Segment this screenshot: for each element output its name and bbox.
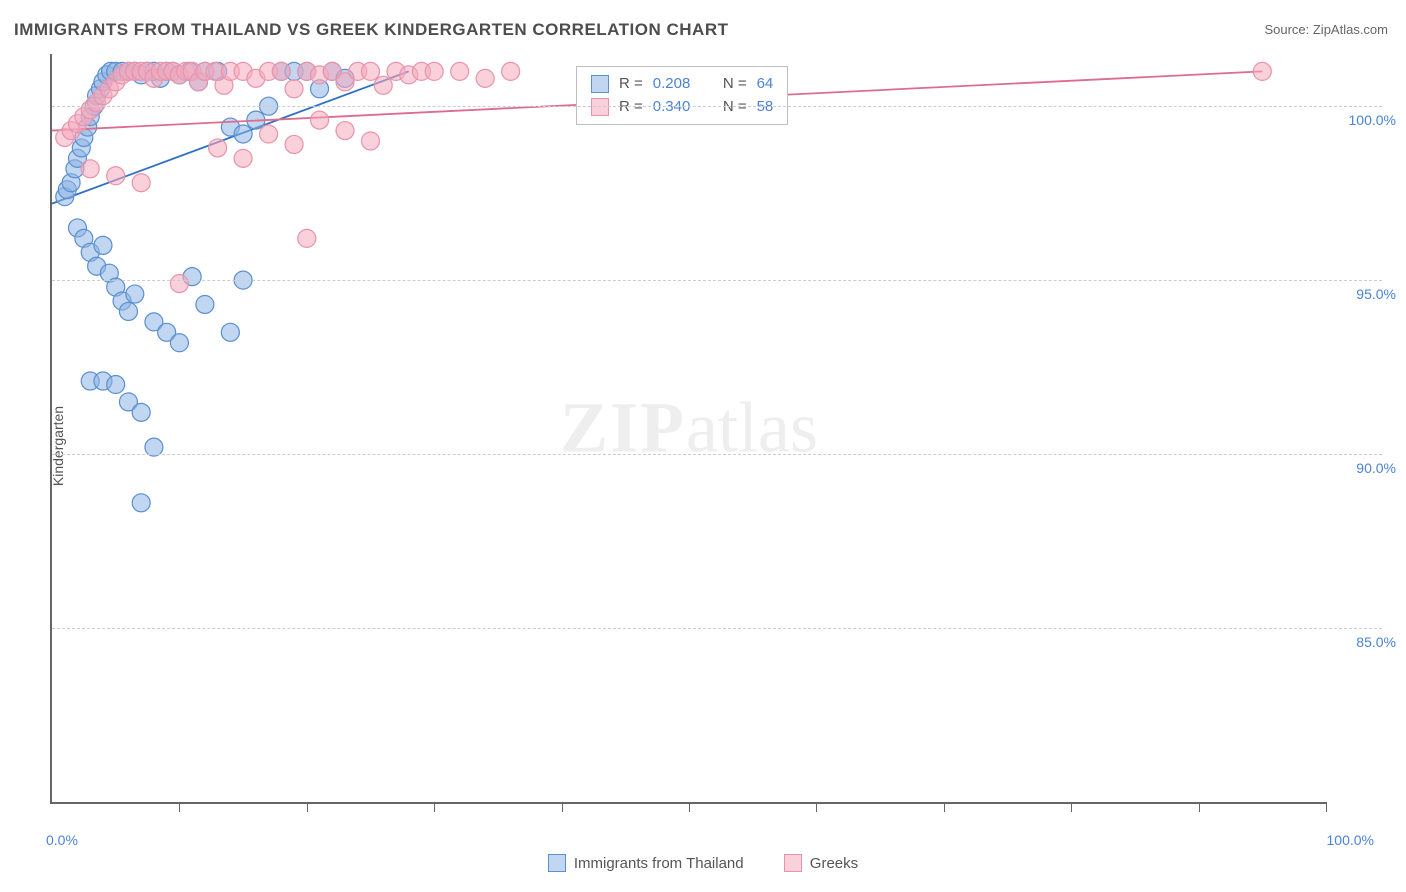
y-tick-label: 85.0% (1336, 634, 1396, 650)
scatter-point (221, 323, 239, 341)
scatter-point (209, 139, 227, 157)
scatter-point (234, 125, 252, 143)
x-axis-max-label: 100.0% (1327, 832, 1374, 848)
gridline-h (52, 454, 1382, 455)
scatter-point (272, 62, 290, 80)
x-axis-min-label: 0.0% (46, 832, 78, 848)
r-label: R = (619, 73, 643, 96)
x-tick (562, 802, 563, 812)
scatter-point (132, 174, 150, 192)
scatter-point (362, 62, 380, 80)
x-tick (1326, 802, 1327, 812)
gridline-h (52, 628, 1382, 629)
scatter-point (94, 236, 112, 254)
scatter-point (107, 376, 125, 394)
x-tick (179, 802, 180, 812)
x-tick (689, 802, 690, 812)
scatter-point (119, 302, 137, 320)
x-tick (1199, 802, 1200, 812)
y-tick-label: 100.0% (1336, 112, 1396, 128)
scatter-point (311, 111, 329, 129)
legend-label-greeks: Greeks (810, 855, 858, 872)
source-prefix: Source: (1264, 22, 1312, 37)
scatter-point (107, 167, 125, 185)
scatter-point (132, 403, 150, 421)
scatter-point (132, 494, 150, 512)
x-tick (816, 802, 817, 812)
legend-label-thailand: Immigrants from Thailand (574, 855, 744, 872)
scatter-point (425, 62, 443, 80)
legend-item-thailand: Immigrants from Thailand (548, 854, 744, 872)
scatter-point (260, 125, 278, 143)
y-tick-label: 90.0% (1336, 460, 1396, 476)
x-tick (1071, 802, 1072, 812)
n-value: 64 (757, 73, 774, 96)
plot-svg (52, 54, 1326, 802)
scatter-point (170, 275, 188, 293)
chart-title: IMMIGRANTS FROM THAILAND VS GREEK KINDER… (14, 20, 729, 40)
scatter-point (126, 285, 144, 303)
x-tick (307, 802, 308, 812)
swatch-greeks (784, 854, 802, 872)
scatter-point (234, 149, 252, 167)
x-tick (944, 802, 945, 812)
correlation-row: R = 0.208 N = 64 (591, 73, 773, 96)
scatter-point (502, 62, 520, 80)
scatter-point (81, 160, 99, 178)
gridline-h (52, 280, 1382, 281)
scatter-point (336, 122, 354, 140)
scatter-point (285, 80, 303, 98)
scatter-point (362, 132, 380, 150)
correlation-swatch (591, 75, 609, 93)
swatch-thailand (548, 854, 566, 872)
scatter-point (170, 334, 188, 352)
scatter-point (374, 76, 392, 94)
source-attribution: Source: ZipAtlas.com (1264, 22, 1388, 37)
source-name: ZipAtlas.com (1313, 22, 1388, 37)
scatter-point (451, 62, 469, 80)
gridline-h (52, 106, 1382, 107)
correlation-legend: R = 0.208 N = 64R = 0.340 N = 58 (576, 66, 788, 125)
scatter-point (285, 135, 303, 153)
scatter-point (476, 69, 494, 87)
n-label: N = (723, 73, 747, 96)
legend-item-greeks: Greeks (784, 854, 858, 872)
scatter-point (1253, 62, 1271, 80)
scatter-point (196, 295, 214, 313)
r-value: 0.208 (653, 73, 691, 96)
scatter-point (298, 229, 316, 247)
x-tick (434, 802, 435, 812)
series-legend: Immigrants from Thailand Greeks (0, 854, 1406, 876)
y-tick-label: 95.0% (1336, 286, 1396, 302)
plot-area: ZIPatlas R = 0.208 N = 64R = 0.340 N = 5… (50, 54, 1326, 804)
